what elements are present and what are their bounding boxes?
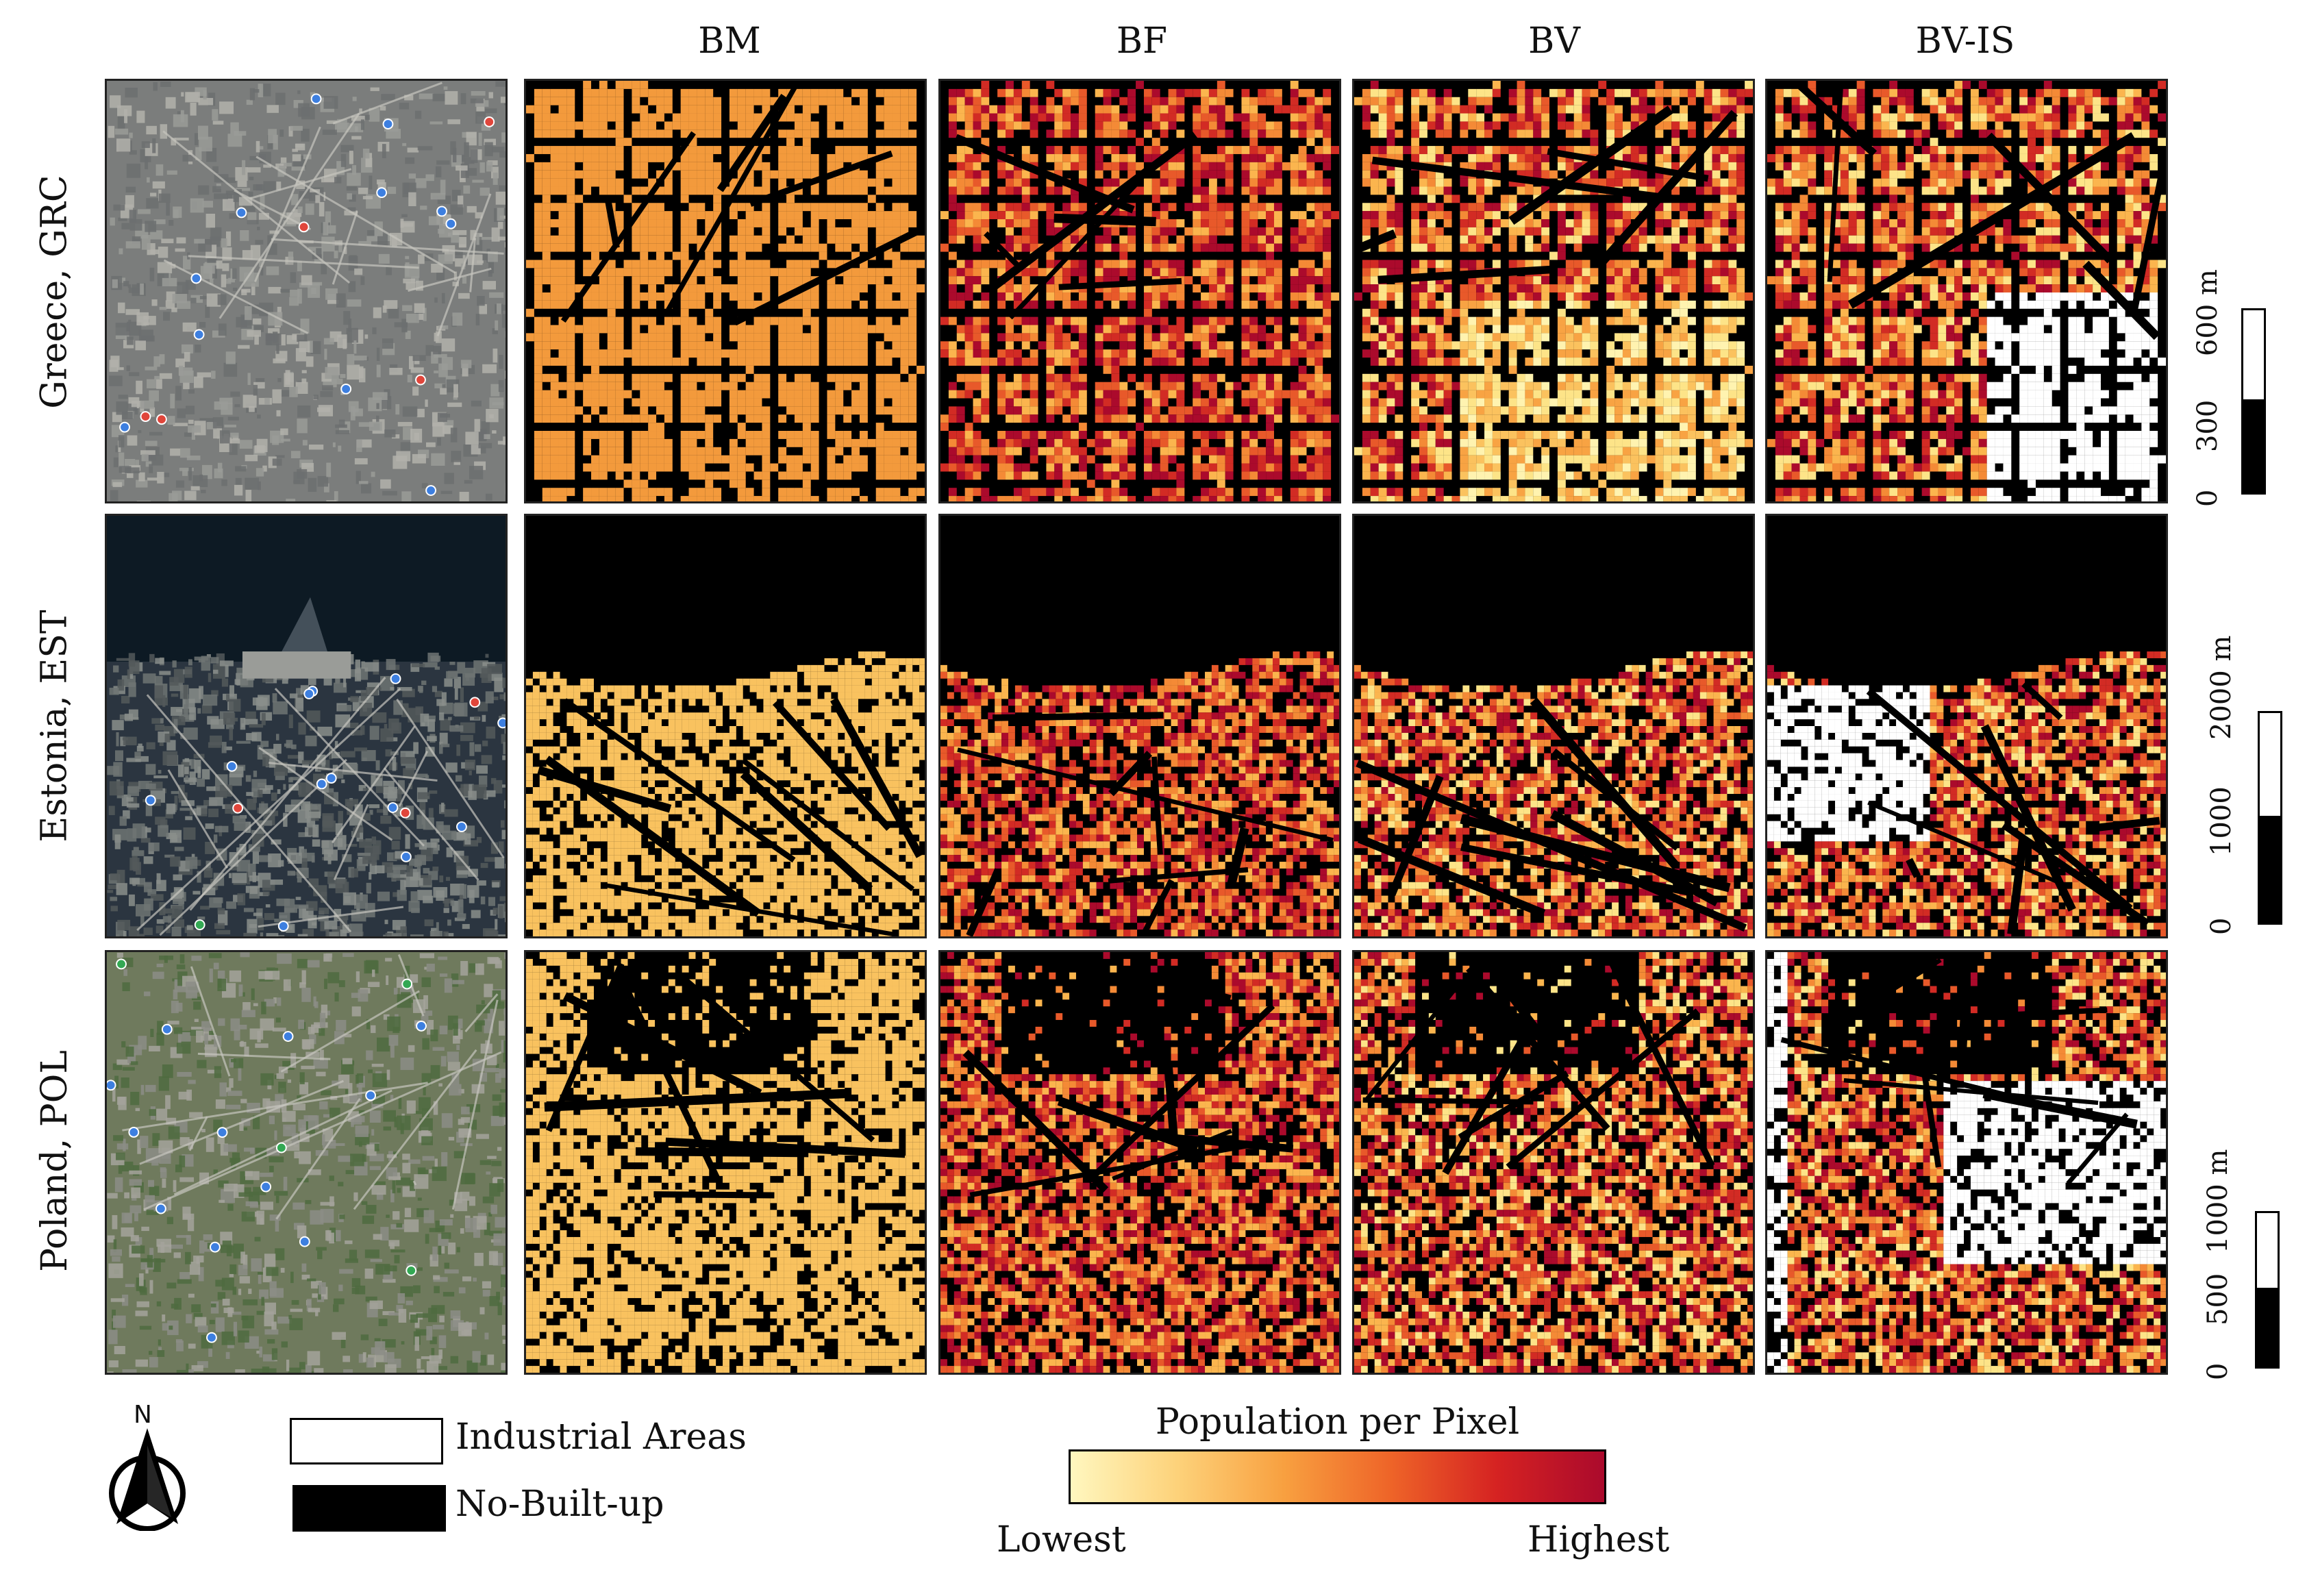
north-arrow: N bbox=[103, 1401, 192, 1531]
map-panel-greece-bv bbox=[1352, 79, 1755, 503]
scale-tick-mid: 1000 bbox=[2206, 786, 2237, 856]
scale-tick-0: 0 bbox=[2206, 918, 2237, 935]
map-panel-poland-bm bbox=[524, 950, 927, 1375]
satellite-image bbox=[107, 952, 506, 1373]
population-raster bbox=[1767, 81, 2166, 501]
legend-industrial-label: Industrial Areas bbox=[456, 1417, 747, 1458]
map-panel-greece-bv-is bbox=[1765, 79, 2168, 503]
ramp-low-label: Lowest bbox=[997, 1519, 1126, 1560]
color-ramp bbox=[1069, 1449, 1606, 1504]
population-raster bbox=[1767, 952, 2166, 1373]
population-raster bbox=[940, 516, 1339, 936]
ramp-high-label: Highest bbox=[1527, 1519, 1669, 1560]
population-raster bbox=[940, 81, 1339, 501]
map-panel-poland-satellite bbox=[105, 950, 508, 1375]
population-raster bbox=[940, 952, 1339, 1373]
row-label-poland: Poland, POL bbox=[0, 945, 110, 1377]
map-panel-estonia-satellite bbox=[105, 514, 508, 938]
legend-industrial-swatch bbox=[290, 1418, 443, 1464]
north-label: N bbox=[134, 1401, 152, 1429]
row-label-estonia: Estonia, EST bbox=[0, 510, 110, 942]
map-panel-greece-satellite bbox=[105, 79, 508, 503]
legend-nobuilt-label: No-Built-up bbox=[456, 1484, 664, 1525]
map-panel-greece-bm bbox=[524, 79, 927, 503]
map-panel-estonia-bv bbox=[1352, 514, 1755, 938]
column-header-bv-is: BV-IS bbox=[1763, 21, 2167, 62]
map-panel-estonia-bf bbox=[938, 514, 1341, 938]
map-panel-estonia-bv-is bbox=[1765, 514, 2168, 938]
population-raster bbox=[526, 952, 925, 1373]
population-raster bbox=[526, 81, 925, 501]
map-panel-poland-bv-is bbox=[1765, 950, 2168, 1375]
satellite-image bbox=[107, 81, 506, 501]
population-raster bbox=[1354, 952, 1753, 1373]
map-panel-poland-bv bbox=[1352, 950, 1755, 1375]
row-label-greece: Greece, GRC bbox=[0, 77, 110, 506]
population-raster bbox=[1354, 516, 1753, 936]
column-header-bv: BV bbox=[1352, 21, 1756, 62]
scale-tick-mid: 300 bbox=[2192, 400, 2223, 452]
scale-tick-0: 0 bbox=[2202, 1363, 2234, 1380]
map-panel-greece-bf bbox=[938, 79, 1341, 503]
map-panel-poland-bf bbox=[938, 950, 1341, 1375]
column-header-bm: BM bbox=[527, 21, 932, 62]
column-header-bf: BF bbox=[940, 21, 1344, 62]
scale-tick-max: 2000 m bbox=[2206, 636, 2237, 740]
map-panel-estonia-bm bbox=[524, 514, 927, 938]
population-raster bbox=[526, 516, 925, 936]
satellite-image bbox=[107, 516, 506, 936]
ramp-title: Population per Pixel bbox=[1069, 1401, 1606, 1443]
population-raster bbox=[1767, 516, 2166, 936]
north-arrow-icon bbox=[109, 1428, 186, 1531]
scale-tick-max: 600 m bbox=[2192, 269, 2223, 356]
legend-nobuilt-swatch bbox=[292, 1485, 446, 1532]
scale-tick-mid: 500 bbox=[2202, 1273, 2234, 1325]
population-raster bbox=[1354, 81, 1753, 501]
scale-tick-max: 1000 m bbox=[2202, 1149, 2234, 1254]
scale-tick-0: 0 bbox=[2192, 490, 2223, 507]
